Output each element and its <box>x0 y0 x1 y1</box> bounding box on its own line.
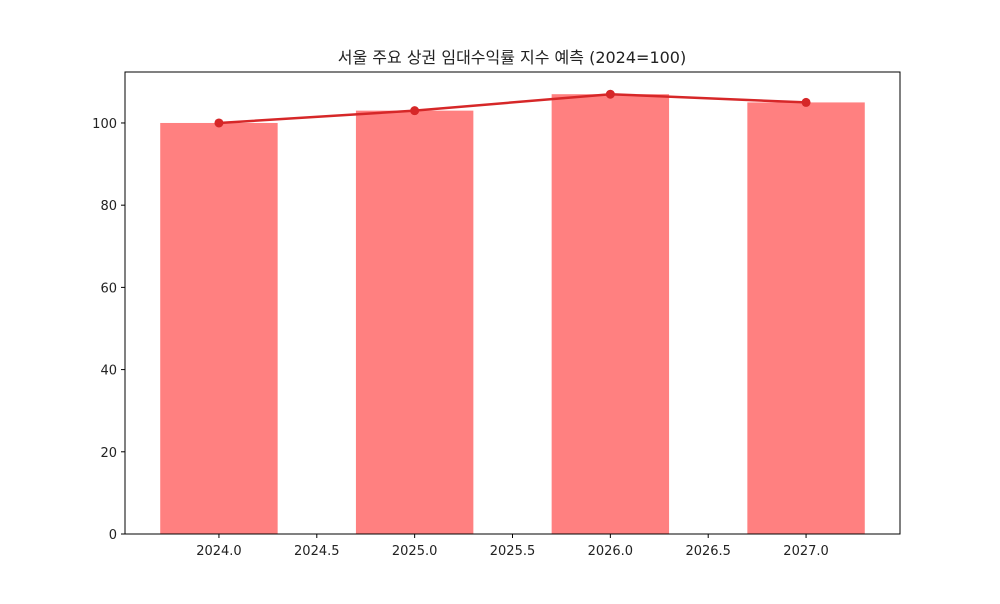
series-line <box>218 92 807 125</box>
x-tick-label: 2024.0 <box>196 544 242 559</box>
bar <box>747 102 865 534</box>
y-tick-label: 100 <box>92 117 117 132</box>
line-point <box>605 89 615 99</box>
y-tick-label: 40 <box>100 364 117 379</box>
x-tick-label: 2025.0 <box>392 544 438 559</box>
y-tick-label: 60 <box>100 281 117 296</box>
y-tick-label: 20 <box>100 446 117 461</box>
x-tick-label: 2026.5 <box>685 544 731 559</box>
line-point <box>214 118 224 128</box>
y-tick-label: 0 <box>109 528 117 543</box>
y-tick-label: 80 <box>100 199 117 214</box>
chart-title: 서울 주요 상권 임대수익률 지수 예측 (2024=100) <box>338 48 686 67</box>
x-tick-label: 2024.5 <box>294 544 340 559</box>
x-tick-label: 2026.0 <box>588 544 634 559</box>
x-tick-label: 2027.0 <box>783 544 829 559</box>
line-point <box>410 106 420 116</box>
bar <box>551 94 670 534</box>
bar <box>160 122 278 535</box>
line-point <box>801 97 811 107</box>
x-tick-label: 2025.5 <box>490 544 536 559</box>
bar <box>355 110 474 534</box>
